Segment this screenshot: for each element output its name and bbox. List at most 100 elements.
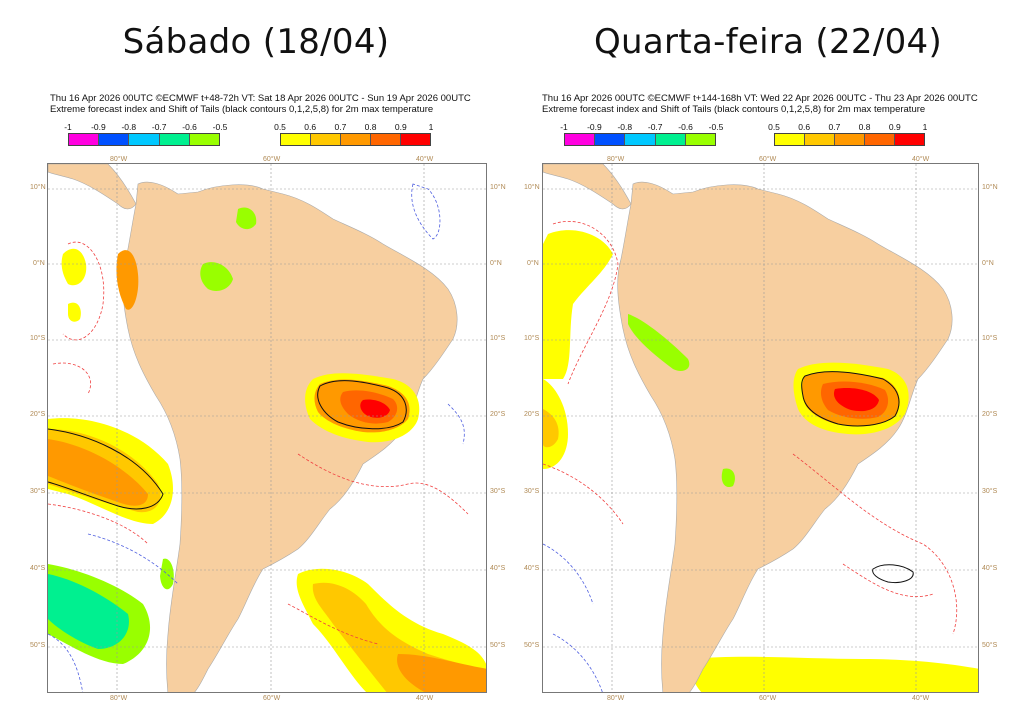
lat-label: 50°S — [982, 642, 998, 649]
lat-label: 50°S — [30, 642, 46, 649]
lat-label: 0°N — [527, 260, 539, 267]
lat-label: 20°S — [982, 411, 998, 418]
graticule — [48, 164, 486, 692]
legend-tick: 0.7 — [334, 122, 347, 132]
lat-label: 0°N — [33, 260, 45, 267]
lon-label: 80°W — [110, 695, 128, 702]
legend-tick: 0.8 — [364, 122, 377, 132]
lon-label: 60°W — [759, 156, 777, 163]
lat-label: 50°S — [524, 642, 540, 649]
lon-label: 60°W — [263, 156, 281, 163]
panel-saturday: Sábado (18/04) Thu 16 Apr 2026 00UTC ©EC… — [30, 22, 506, 702]
lon-label: 40°W — [912, 695, 930, 702]
lat-label: 40°S — [982, 565, 998, 572]
legend-tick: 0.6 — [798, 122, 811, 132]
legend-tick: -0.5 — [212, 122, 228, 132]
legend-positive: 0.5 0.6 0.7 0.8 0.9 1 — [768, 122, 928, 152]
efi-patch-ocean-west — [543, 230, 613, 379]
legend-tick: -0.7 — [151, 122, 167, 132]
map-canvas — [48, 164, 486, 692]
forecast-header: Thu 16 Apr 2026 00UTC ©ECMWF t+48-72h VT… — [50, 93, 471, 115]
legend-colorbar-positive — [774, 133, 925, 146]
lat-label: 10°N — [490, 184, 506, 191]
efi-contours — [543, 221, 958, 692]
panel-wednesday: Quarta-feira (22/04) Thu 16 Apr 2026 00U… — [512, 0, 1024, 720]
lat-label: 0°N — [490, 260, 502, 267]
graticule — [543, 164, 978, 692]
lat-label: 10°S — [490, 335, 506, 342]
legend-tick: 0.8 — [858, 122, 871, 132]
lat-label: 20°S — [30, 411, 46, 418]
lon-label: 40°W — [416, 695, 434, 702]
legend-tick: -0.9 — [91, 122, 106, 132]
legend-negative: -1 -0.9 -0.8 -0.7 -0.6 -0.5 — [64, 122, 227, 152]
legend-tick: 0.5 — [768, 122, 780, 132]
land-central-america — [48, 164, 137, 210]
legend-tick: -1 — [64, 122, 72, 132]
lat-label: 20°S — [524, 411, 540, 418]
sot-contours — [801, 371, 914, 583]
lon-label: 80°W — [110, 156, 128, 163]
efi-contours — [48, 183, 469, 692]
lat-label: 10°S — [982, 335, 998, 342]
lon-label: 80°W — [607, 695, 625, 702]
legend-tick: -0.5 — [708, 122, 724, 132]
lat-label: 50°S — [490, 642, 506, 649]
legend-tick: -0.7 — [647, 122, 663, 132]
lat-label: 40°S — [490, 565, 506, 572]
lon-label: 40°W — [416, 156, 434, 163]
efi-patch-south — [691, 656, 978, 692]
land-south-america — [617, 181, 953, 692]
legend-tick: 0.7 — [828, 122, 841, 132]
land-south-america — [122, 181, 458, 692]
lon-label: 80°W — [607, 156, 625, 163]
map-canvas — [543, 164, 978, 692]
panel-title: Sábado (18/04) — [122, 22, 390, 62]
panel-title: Quarta-feira (22/04) — [593, 22, 943, 62]
legend-colorbar-negative — [564, 133, 716, 146]
lat-label: 30°S — [982, 488, 998, 495]
lat-label: 40°S — [30, 565, 46, 572]
legend-positive: 0.5 0.6 0.7 0.8 0.9 1 — [274, 122, 434, 152]
efi-map[interactable] — [542, 163, 979, 693]
forecast-header-run: Thu 16 Apr 2026 00UTC ©ECMWF t+48-72h VT… — [50, 93, 471, 104]
lat-label: 20°S — [490, 411, 506, 418]
lat-label: 10°N — [982, 184, 998, 191]
lat-label: 30°S — [524, 488, 540, 495]
land-central-america — [543, 164, 632, 210]
lat-label: 10°S — [30, 335, 46, 342]
lat-label: 10°N — [524, 184, 540, 191]
lon-label: 60°W — [759, 695, 777, 702]
lon-label: 60°W — [263, 695, 281, 702]
efi-map[interactable] — [47, 163, 487, 693]
lat-label: 30°S — [490, 488, 506, 495]
legend-negative: -1 -0.9 -0.8 -0.7 -0.6 -0.5 — [560, 122, 723, 152]
legend-tick: -0.9 — [587, 122, 602, 132]
legend-tick: -0.6 — [678, 122, 693, 132]
legend-tick: 1 — [428, 122, 434, 132]
forecast-header-description: Extreme forecast index and Shift of Tail… — [542, 104, 926, 115]
legend-tick: -0.8 — [617, 122, 633, 132]
lat-label: 0°N — [982, 260, 994, 267]
forecast-header-description: Extreme forecast index and Shift of Tail… — [50, 104, 434, 115]
efi-patch-andes — [116, 250, 139, 310]
lat-label: 10°S — [524, 335, 540, 342]
lat-label: 30°S — [30, 488, 46, 495]
legend-tick: -1 — [560, 122, 568, 132]
legend-tick: 1 — [922, 122, 928, 132]
lon-label: 40°W — [912, 156, 930, 163]
legend-tick: -0.8 — [121, 122, 137, 132]
legend-tick: 0.6 — [304, 122, 317, 132]
legend-colorbar-positive — [280, 133, 431, 146]
sot-contours — [48, 380, 407, 510]
lat-label: 10°N — [30, 184, 46, 191]
legend-tick: -0.6 — [182, 122, 197, 132]
legend-colorbar-negative — [68, 133, 220, 146]
legend-tick: 0.5 — [274, 122, 286, 132]
legend-tick: 0.9 — [888, 122, 901, 132]
lat-label: 40°S — [524, 565, 540, 572]
legend-tick: 0.9 — [394, 122, 407, 132]
efi-patch-andes — [628, 314, 690, 371]
forecast-header: Thu 16 Apr 2026 00UTC ©ECMWF t+144-168h … — [542, 93, 978, 115]
forecast-header-run: Thu 16 Apr 2026 00UTC ©ECMWF t+144-168h … — [542, 93, 978, 104]
